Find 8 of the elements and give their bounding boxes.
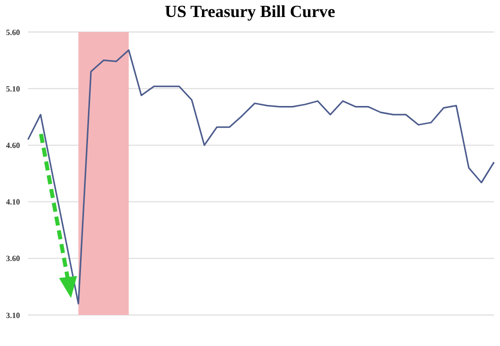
y-tick-label: 3.10 (6, 310, 20, 320)
y-tick-label: 5.60 (6, 28, 20, 37)
line-series (27, 49, 495, 304)
y-tick-label: 4.60 (6, 141, 20, 150)
y-tick-label: 5.10 (6, 84, 20, 94)
y-tick-label: 3.60 (6, 254, 20, 264)
y-tick-label: 4.10 (6, 198, 20, 207)
chart-title: US Treasury Bill Curve (164, 2, 336, 22)
